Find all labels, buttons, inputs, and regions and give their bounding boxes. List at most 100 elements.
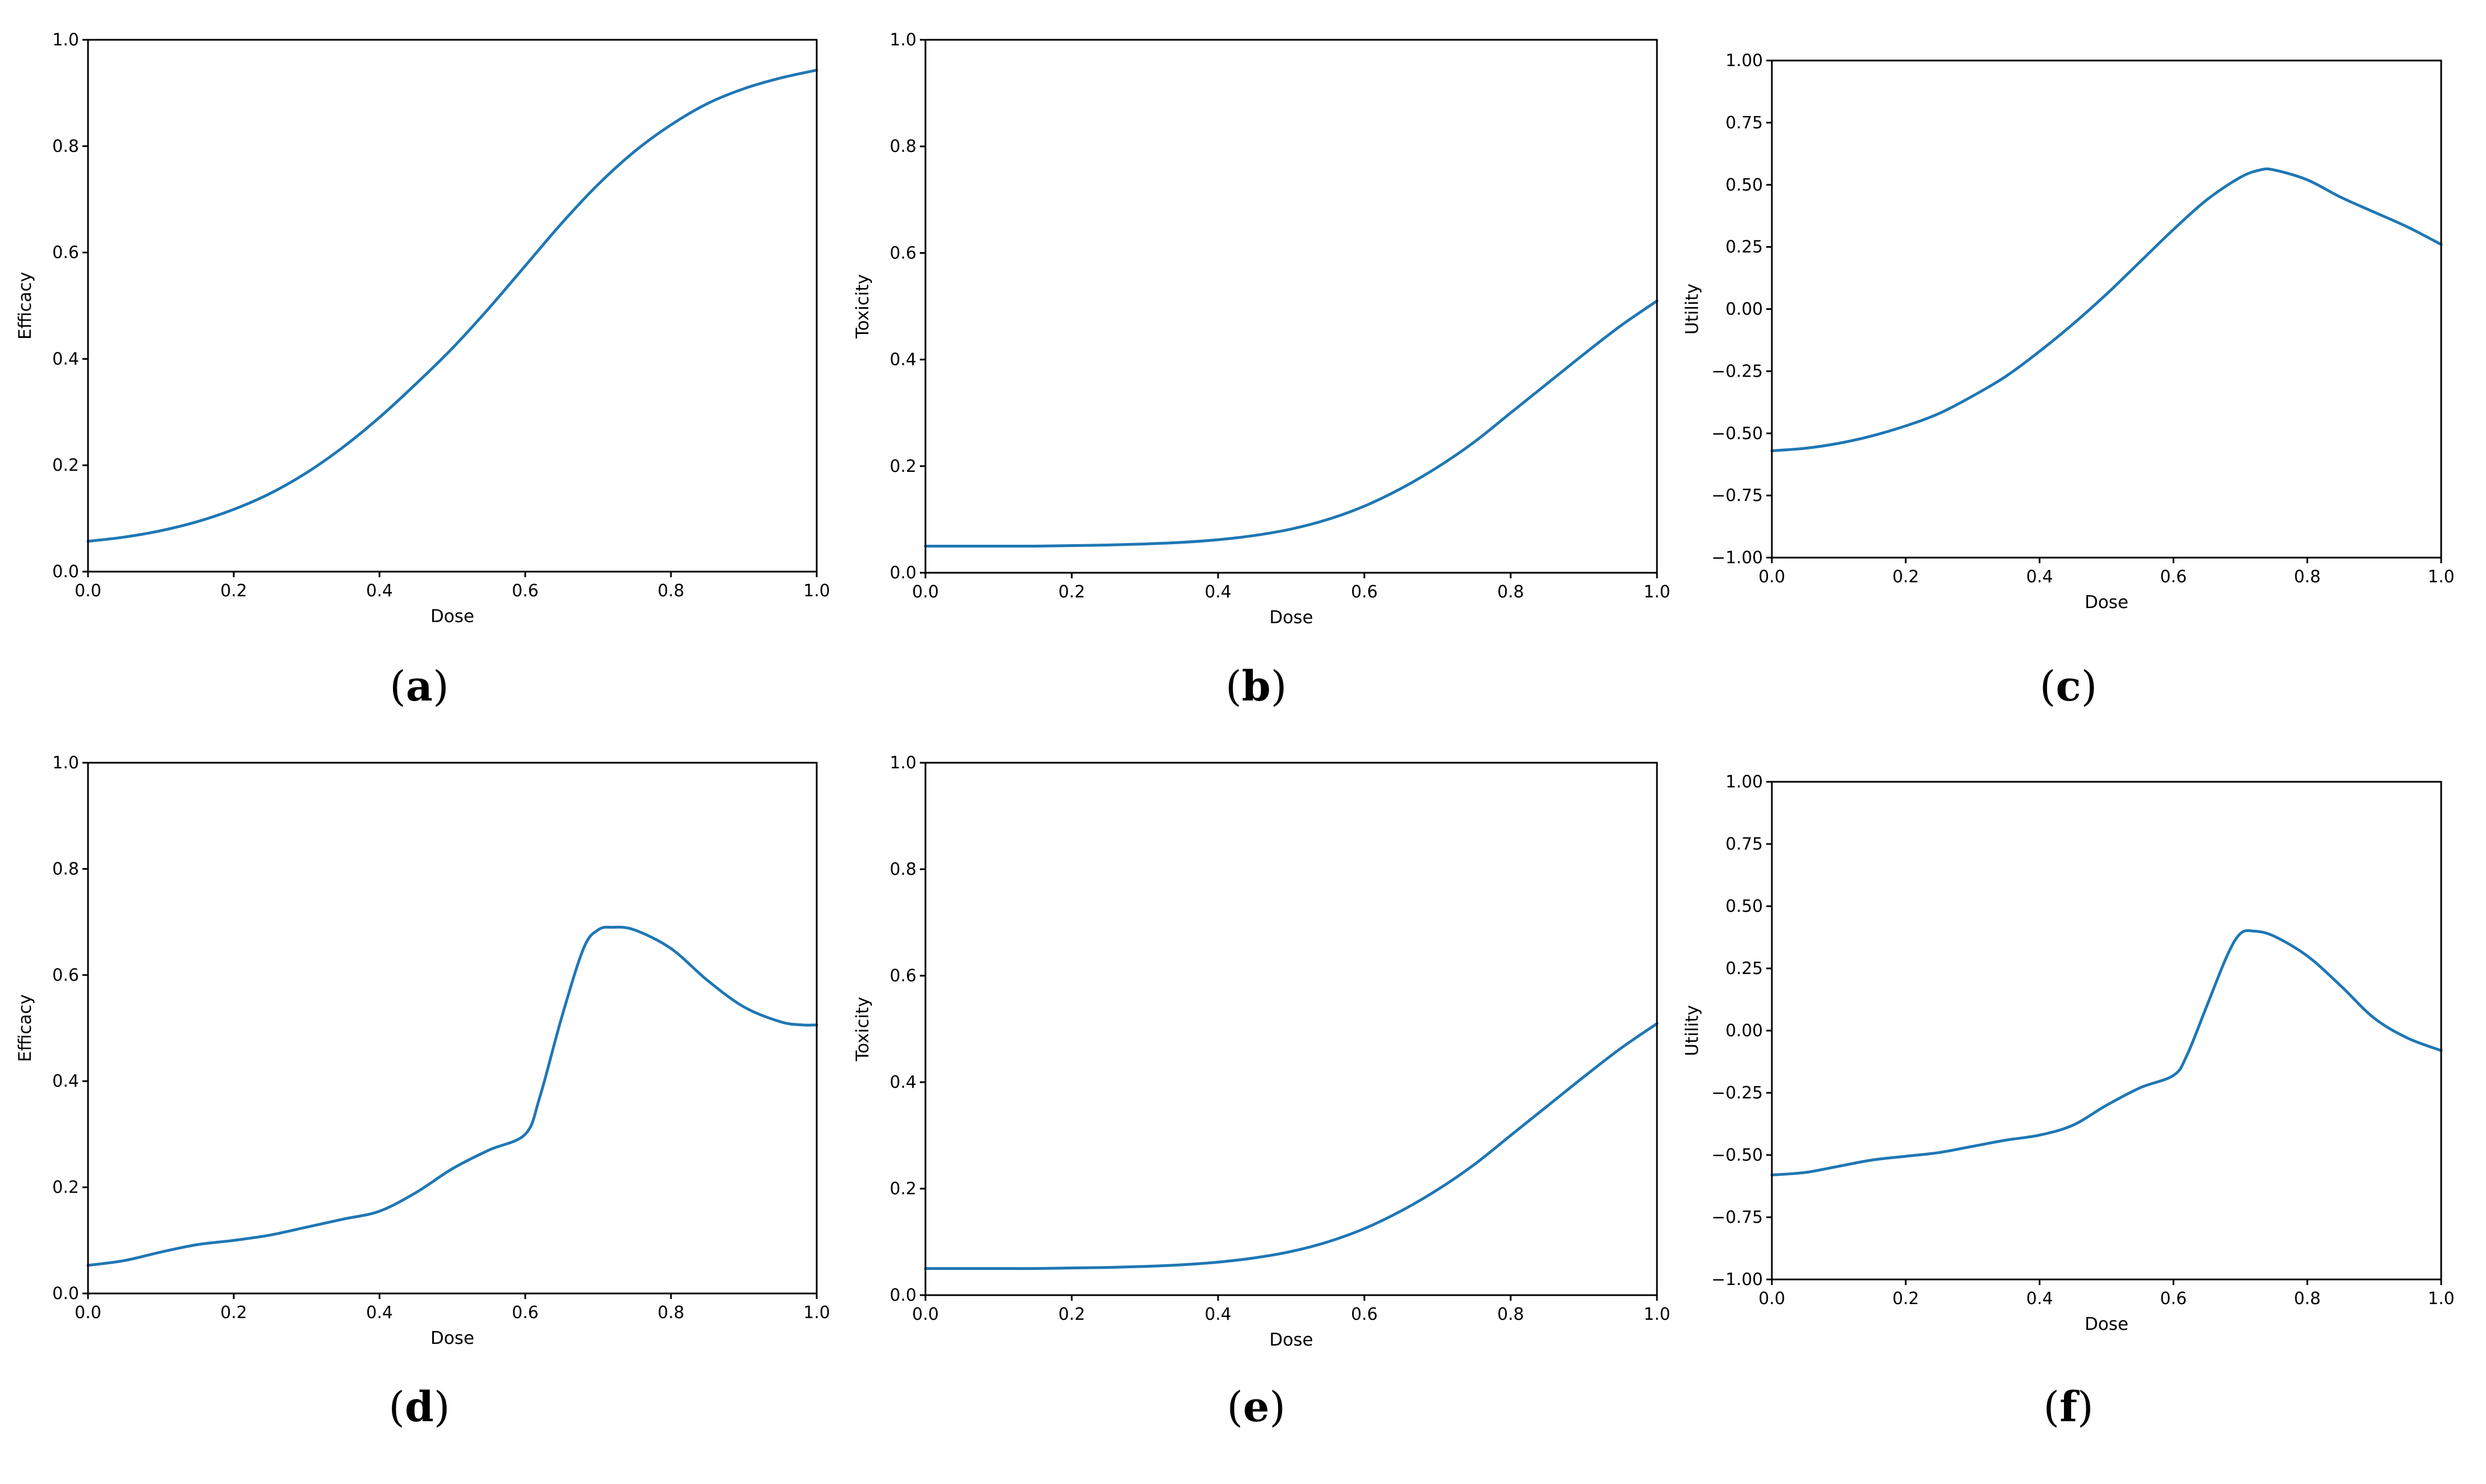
x-tick-label: 0.8 xyxy=(1497,582,1524,602)
y-axis-label: Toxicity xyxy=(853,997,873,1062)
x-tick-label: 0.2 xyxy=(1892,567,1919,587)
y-tick-label: 0.0 xyxy=(52,1284,79,1304)
y-tick-label: −0.25 xyxy=(1711,361,1763,381)
y-tick-label: 0.0 xyxy=(890,1286,916,1305)
panel-caption: (e) xyxy=(1227,1383,1286,1431)
panel-caption-letter: c xyxy=(2056,662,2081,711)
x-tick-label: 1.0 xyxy=(803,1303,830,1323)
y-tick-label: −0.50 xyxy=(1711,1146,1763,1165)
y-tick-label: 1.0 xyxy=(52,30,79,50)
x-tick-label: 0.0 xyxy=(912,1305,939,1324)
x-tick-label: 0.4 xyxy=(2026,1289,2053,1309)
y-tick-label: 0.8 xyxy=(52,859,79,879)
series-line-c-0 xyxy=(1770,167,2443,452)
y-tick-label: 0.00 xyxy=(1725,300,1763,319)
x-tick-label: 0.8 xyxy=(1497,1305,1524,1324)
x-tick-label: 0.0 xyxy=(912,582,939,602)
x-tick-label: 0.2 xyxy=(220,581,247,601)
x-tick-label: 1.0 xyxy=(2428,567,2455,587)
x-tick-label: 0.4 xyxy=(1205,582,1232,602)
y-tick-label: 0.6 xyxy=(890,243,916,263)
y-tick-label: 0.2 xyxy=(52,456,79,475)
y-axis-label: Efficacy xyxy=(15,994,35,1062)
x-tick-label: 0.6 xyxy=(512,1303,539,1323)
y-axis-label: Utility xyxy=(1682,1005,1702,1056)
x-tick-label: 0.8 xyxy=(2294,567,2321,587)
axes-frame xyxy=(924,39,1658,574)
y-axis-label: Efficacy xyxy=(15,272,35,340)
chart-panel-d: 0.0 0.2 0.4 0.6 0.8 1.0 0.0 0.2 0.4 0.6 0.8 1.0 Dose… xyxy=(15,753,830,1431)
y-tick-label: 0.4 xyxy=(890,1073,916,1092)
y-tick-label: 0.6 xyxy=(890,966,916,986)
x-tick-label: 0.6 xyxy=(2160,567,2187,587)
panel-caption: (c) xyxy=(2040,662,2098,711)
chart-panel-e: 0.0 0.2 0.4 0.6 0.8 1.0 0.0 0.2 0.4 0.6 0.8 1.0 Dose… xyxy=(853,753,1670,1431)
chart-panel-b: 0.0 0.2 0.4 0.6 0.8 1.0 0.0 0.2 0.4 0.6 0.8 1.0 Dose… xyxy=(853,30,1670,711)
x-tick-label: 0.8 xyxy=(658,581,684,601)
y-tick-label: −0.75 xyxy=(1711,486,1763,506)
chart-panel-c: 0.0 0.2 0.4 0.6 0.8 1.0 −1.00 −0.75 −0.50 −0.25 0.… xyxy=(1682,51,2455,711)
x-tick-label: 0.4 xyxy=(2026,567,2053,587)
y-tick-label: 0.6 xyxy=(52,966,79,985)
axes-frame xyxy=(87,39,818,573)
y-tick-label: 0.25 xyxy=(1725,238,1763,257)
x-tick-label: 0.2 xyxy=(220,1303,247,1323)
y-tick-label: 0.8 xyxy=(890,137,916,156)
series-line-d-0 xyxy=(86,925,818,1267)
y-tick-label: 0.8 xyxy=(890,860,916,879)
x-axis-label: Dose xyxy=(430,606,474,627)
y-tick-label: 1.0 xyxy=(52,753,79,773)
y-tick-label: −1.00 xyxy=(1711,548,1763,568)
y-tick-label: 0.50 xyxy=(1725,175,1763,195)
x-tick-label: 0.0 xyxy=(75,581,101,601)
y-tick-label: 1.0 xyxy=(890,30,916,50)
series-line-f-0 xyxy=(1770,929,2443,1177)
axes-frame xyxy=(924,762,1658,1296)
panel-caption-letter: b xyxy=(1242,662,1271,711)
panel-caption-letter: a xyxy=(406,662,433,711)
x-tick-label: 1.0 xyxy=(1644,582,1670,602)
panel-caption-letter: d xyxy=(405,1383,434,1431)
y-tick-label: 0.75 xyxy=(1725,113,1763,133)
y-tick-label: 0.0 xyxy=(890,563,916,583)
x-tick-label: 0.4 xyxy=(1205,1305,1232,1324)
panel-caption: (b) xyxy=(1225,662,1287,711)
y-tick-label: −0.75 xyxy=(1711,1208,1763,1227)
x-tick-label: 0.8 xyxy=(658,1303,684,1323)
y-tick-label: −0.25 xyxy=(1711,1083,1763,1103)
y-tick-label: 0.25 xyxy=(1725,959,1763,978)
x-tick-label: 0.8 xyxy=(2294,1289,2321,1309)
y-tick-label: 0.8 xyxy=(52,137,79,156)
x-tick-label: 0.6 xyxy=(512,581,539,601)
panel-caption-letter: f xyxy=(2059,1383,2080,1431)
series-line-b-0 xyxy=(924,299,1659,548)
y-tick-label: 0.2 xyxy=(52,1178,79,1198)
panel-caption: (f) xyxy=(2043,1383,2094,1431)
y-axis-label: Utility xyxy=(1682,284,1702,335)
x-tick-label: 0.2 xyxy=(1058,1305,1085,1324)
panel-caption-letter: e xyxy=(1243,1383,1269,1431)
y-tick-label: 0.0 xyxy=(52,562,79,582)
panel-caption: (d) xyxy=(388,1383,450,1431)
y-tick-label: 0.2 xyxy=(890,1179,916,1199)
x-axis-label: Dose xyxy=(430,1328,474,1348)
x-axis-label: Dose xyxy=(1269,607,1313,628)
x-tick-label: 0.4 xyxy=(366,581,393,601)
y-tick-label: 0.00 xyxy=(1725,1021,1763,1041)
x-tick-label: 0.0 xyxy=(75,1303,101,1323)
chart-panel-a: 0.0 0.2 0.4 0.6 0.8 1.0 0.0 0.2 0.4 0.6 0.8 1.0 Dose… xyxy=(15,30,830,711)
y-tick-label: 0.2 xyxy=(890,457,916,476)
x-tick-label: 1.0 xyxy=(1644,1305,1670,1324)
chart-panel-f: 0.0 0.2 0.4 0.6 0.8 1.0 −1.00 −0.75 −0.50 −0.25 0.… xyxy=(1682,772,2455,1431)
y-tick-label: 0.4 xyxy=(52,349,79,369)
x-tick-label: 0.6 xyxy=(1351,1305,1378,1324)
x-tick-label: 0.2 xyxy=(1892,1289,1919,1309)
axes-frame xyxy=(87,762,818,1295)
y-tick-label: 0.75 xyxy=(1725,834,1763,854)
x-tick-label: 1.0 xyxy=(803,581,830,601)
x-axis-label: Dose xyxy=(2085,1314,2128,1334)
y-tick-label: −0.50 xyxy=(1711,424,1763,443)
y-axis-label: Toxicity xyxy=(853,274,873,339)
